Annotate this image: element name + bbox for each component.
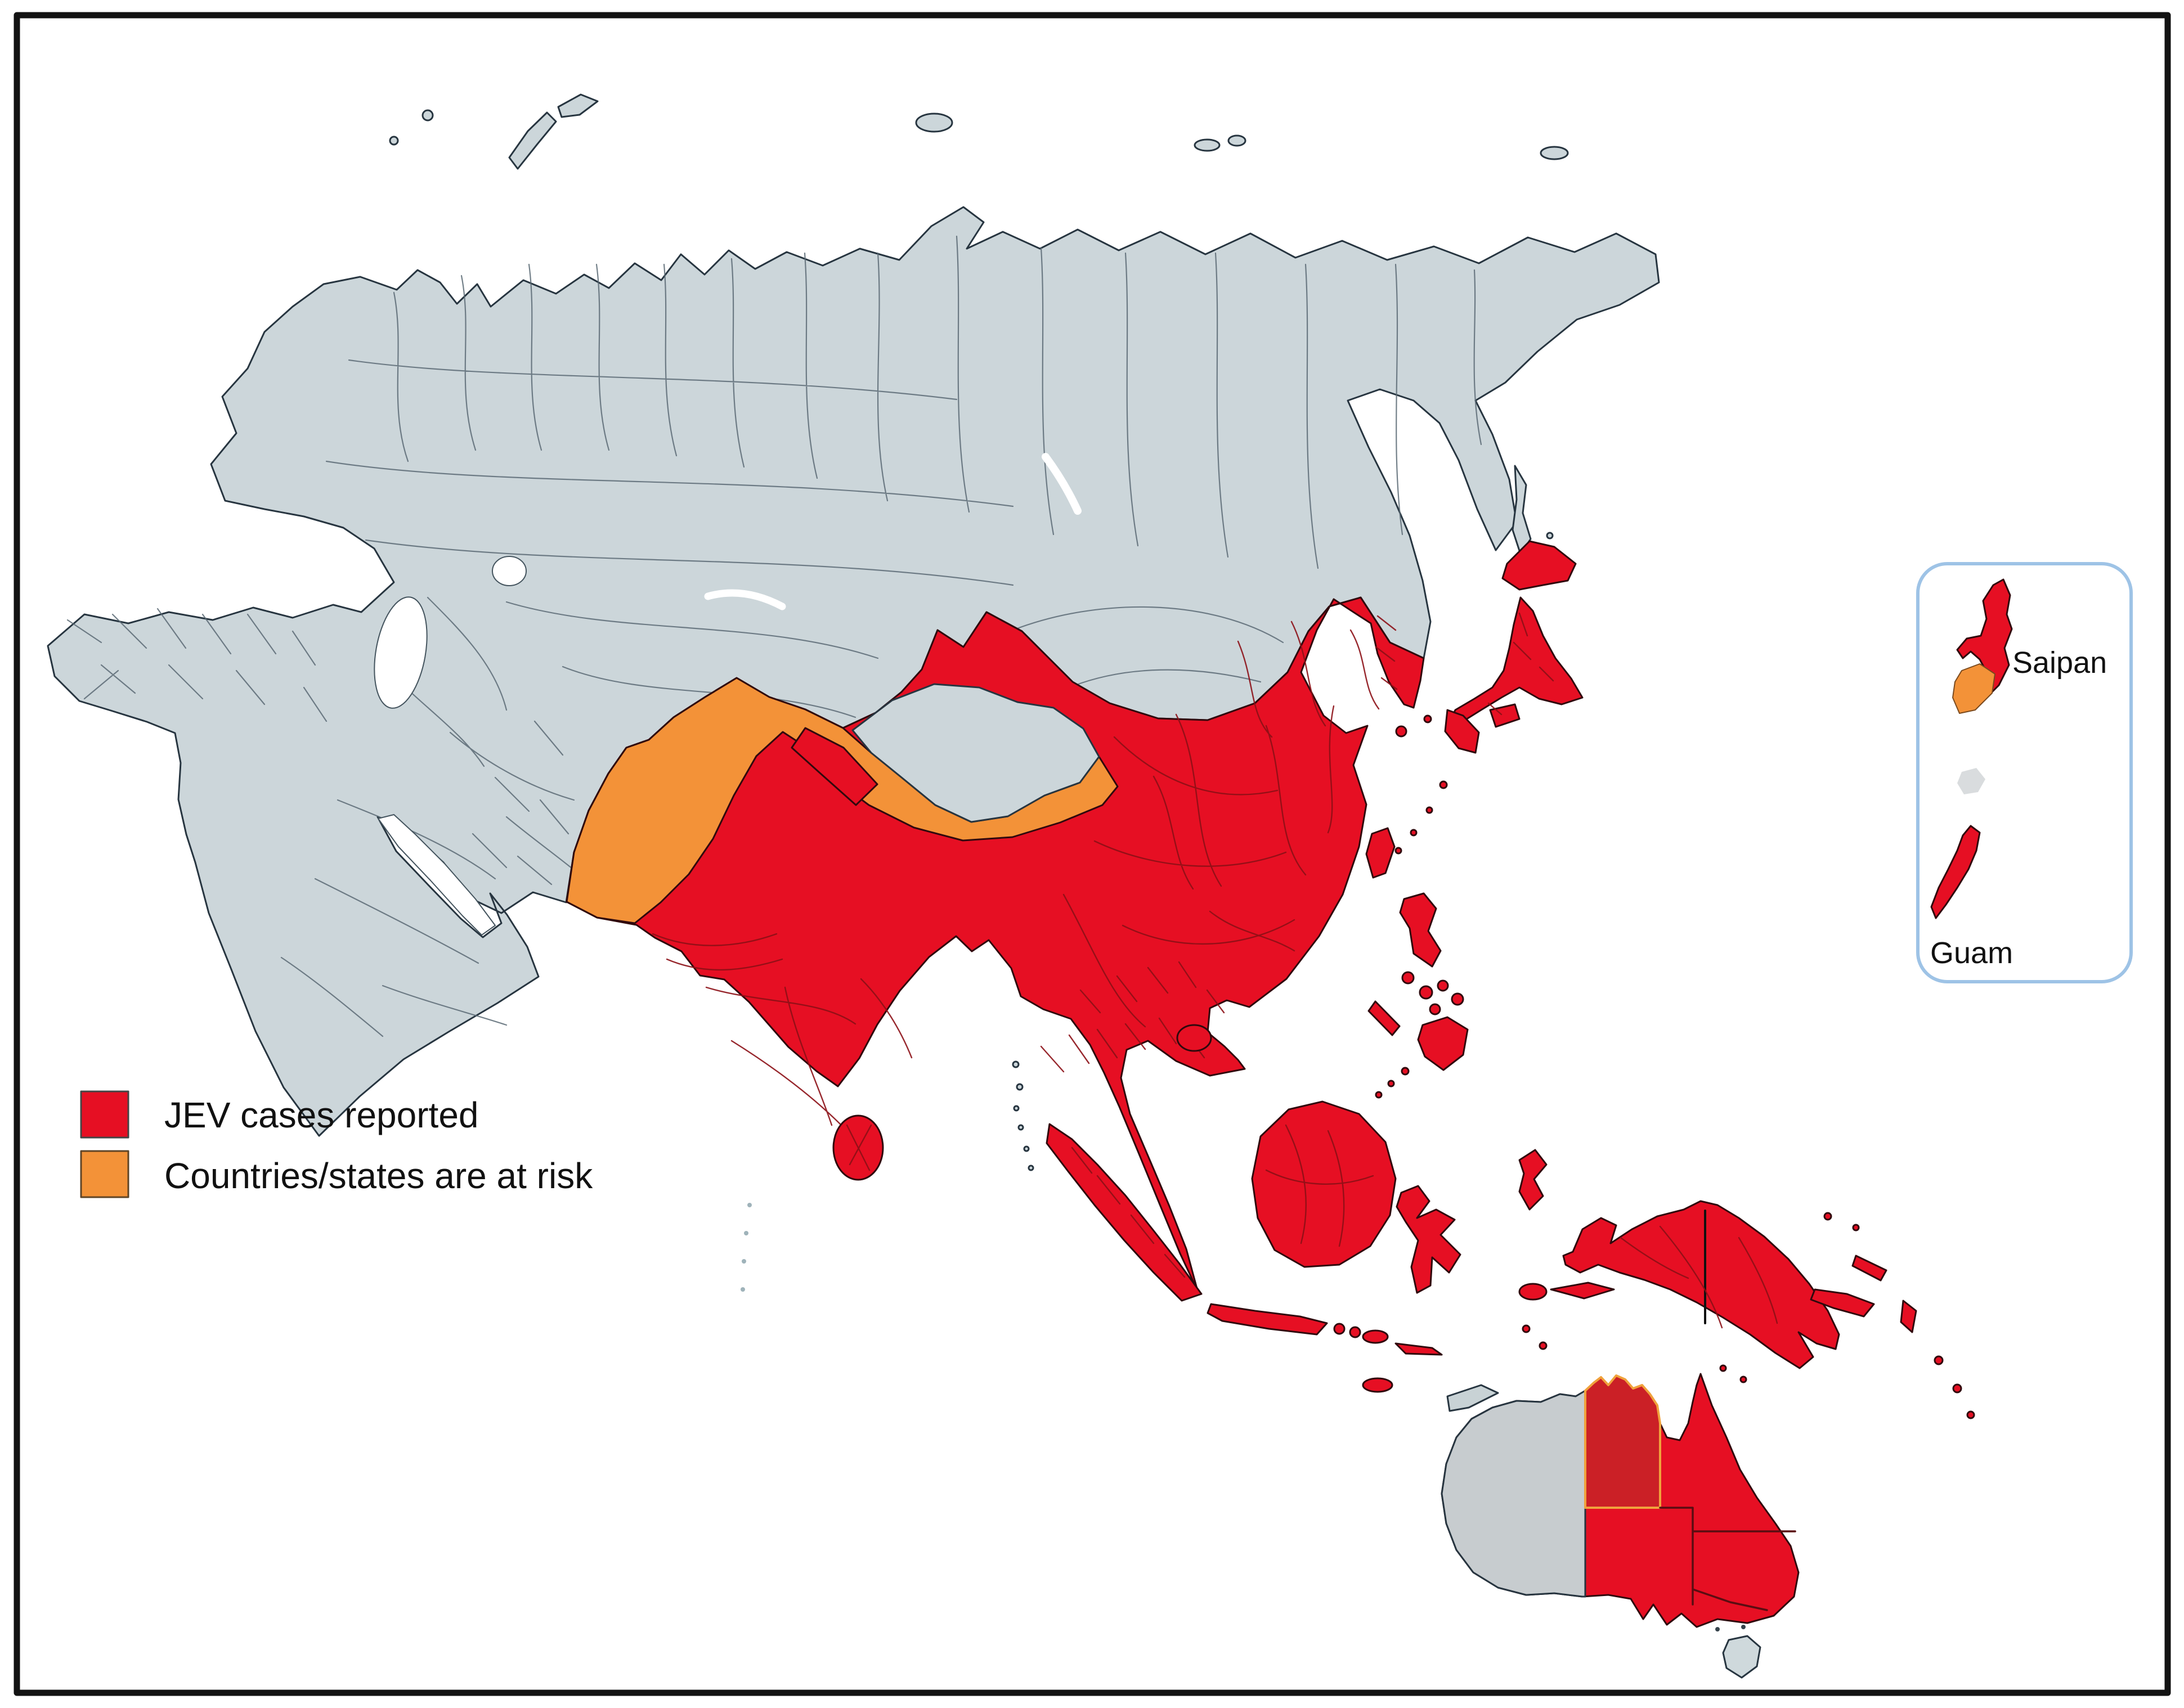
philippines-reported (1367, 892, 1469, 1099)
inset-label-saipan: Saipan (2012, 646, 2107, 680)
lake-baikal (1042, 453, 1082, 515)
hokkaido (1501, 540, 1577, 591)
australia (1441, 1373, 1800, 1679)
legend-label-reported: JEV cases reported (164, 1095, 479, 1135)
caspian-sea (374, 596, 428, 709)
inland-seas (374, 453, 1082, 936)
visayas (1419, 979, 1464, 1015)
region-hainan (1176, 1024, 1212, 1052)
indonesia-malaysia-reported (1046, 1100, 1615, 1412)
inset-box (1916, 562, 2133, 983)
java (1207, 1303, 1328, 1336)
bass-strait-islands (1715, 1625, 1746, 1631)
timor (1446, 1384, 1499, 1412)
legend-swatch-at-risk (80, 1150, 129, 1198)
halmahera (1518, 1149, 1548, 1211)
region-northern-territory-reported (1584, 1374, 1661, 1509)
legend-label-at-risk: Countries/states are at risk (164, 1156, 593, 1196)
new-guinea-admin-lines (1620, 1225, 1778, 1329)
buru (1518, 1283, 1548, 1301)
shikoku (1489, 703, 1521, 728)
australia-state-borders (1659, 1507, 1796, 1611)
new-ireland (1851, 1255, 1887, 1282)
sulu-arc (1375, 1067, 1410, 1099)
inset-at-risk-island (1952, 663, 1995, 714)
melanesia-small-islands (1719, 1212, 1975, 1419)
palawan (1367, 1000, 1401, 1036)
eurasia-no-data-landmass (47, 93, 1660, 1137)
ryukyu-arc (1394, 780, 1448, 855)
red-admin-boundaries (652, 615, 1398, 1126)
lakshadweep-maldives-dots (741, 1203, 752, 1292)
japan-islands-reported (1394, 540, 1584, 855)
sri-lanka-reported (832, 1114, 884, 1181)
reported-mainland-asia (566, 596, 1425, 1292)
lesser-sunda-islands (1333, 1323, 1499, 1412)
sulawesi (1396, 1185, 1461, 1294)
honshu (1446, 596, 1584, 728)
mindanao (1417, 1016, 1469, 1071)
region-western-australia-gray (1441, 1390, 1586, 1598)
sumatra-admin-lines (1071, 1147, 1186, 1278)
region-eurasia-gray (47, 206, 1660, 1137)
inset-gray-island (1957, 768, 1985, 794)
japan-admin-lines (1487, 612, 1554, 716)
new-guinea-reported (1562, 1200, 1975, 1419)
tsushima (1423, 714, 1432, 723)
aral-sea (492, 556, 527, 586)
region-kashmir-reported (791, 727, 878, 806)
region-tasmania-gray (1722, 1635, 1761, 1679)
bougainville (1900, 1300, 1917, 1333)
sumatra (1046, 1123, 1203, 1302)
region-reported-mainland (566, 596, 1425, 1292)
andaman-nicobar-islands (1012, 1060, 1034, 1171)
aru-kei-islands (1522, 1324, 1548, 1350)
region-taiwan (1365, 827, 1396, 879)
luzon (1399, 892, 1442, 968)
inset-label-guam: Guam (1930, 936, 2013, 970)
sumba (1362, 1377, 1393, 1393)
mindoro (1401, 971, 1415, 985)
new-britain (1810, 1288, 1875, 1318)
region-xinjiang-qinghai-gray (851, 683, 1100, 823)
persian-gulf (378, 814, 496, 936)
jeju (1395, 725, 1407, 738)
borneo-admin-lines (1265, 1124, 1374, 1247)
legend-swatch-reported (80, 1090, 129, 1139)
lake-balkhash (704, 589, 786, 610)
gray-admin-boundaries (66, 235, 1482, 1037)
kyushu (1444, 709, 1480, 754)
inset-saipan-guam: Saipan Guam (1916, 562, 2133, 983)
seram (1550, 1282, 1615, 1300)
arctic-islands (389, 93, 1569, 170)
legend: JEV cases reported Countries/states are … (80, 1090, 593, 1198)
inset-guam-island (1930, 825, 1981, 919)
